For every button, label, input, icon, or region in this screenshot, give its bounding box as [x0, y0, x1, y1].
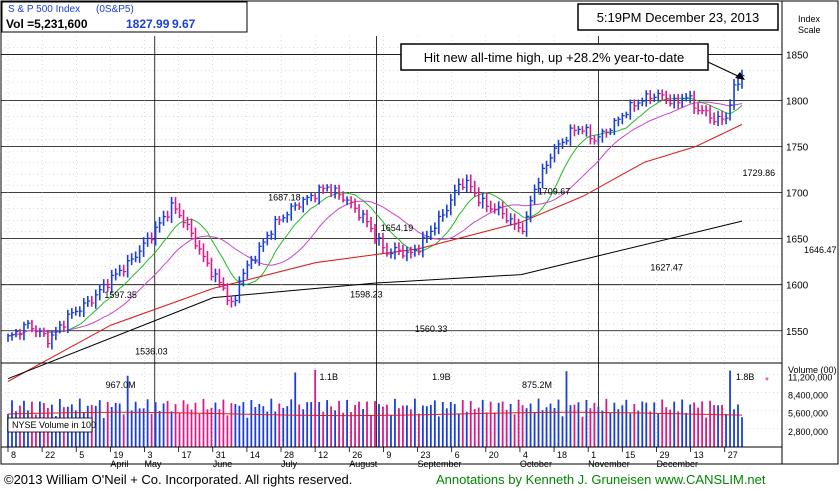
- volume-tick-label: 8,400,000: [788, 391, 828, 401]
- volume-axis-title: Volume (00): [788, 365, 837, 375]
- x-tick-label: 22: [45, 450, 55, 460]
- price-annotation: 1536.03: [135, 347, 168, 357]
- x-month-label: December: [656, 459, 698, 469]
- x-month-label: October: [520, 459, 552, 469]
- x-month-label: April: [110, 459, 128, 469]
- callout-text: Hit new all-time high, up +28.2% year-to…: [424, 50, 685, 65]
- x-tick-label: 14: [250, 450, 260, 460]
- x-tick-label: 31: [216, 450, 226, 460]
- x-tick-label: 5: [79, 450, 84, 460]
- price-tick-label: 1550: [786, 327, 809, 338]
- x-tick-label: 26: [352, 450, 362, 460]
- volume-tick-label: 2,800,000: [788, 427, 828, 437]
- moving-averages: [7, 97, 743, 382]
- x-tick-label: 1: [591, 450, 596, 460]
- price-change: 9.67: [172, 17, 196, 31]
- volume-marker-asterisk: *: [765, 376, 769, 387]
- scale-label-index: Index: [798, 14, 821, 24]
- ma-short-line: [7, 97, 743, 337]
- price-annotation: 1646.47: [804, 245, 837, 255]
- price-annotation: 1729.86: [743, 168, 776, 178]
- volume-annotation: 1.1B: [320, 372, 339, 382]
- price-tick-label: 1750: [786, 143, 809, 154]
- x-tick-label: 29: [659, 450, 669, 460]
- volume-annotation: 875.2M: [522, 380, 552, 390]
- x-tick-label: 9: [386, 450, 391, 460]
- ma-mid-line: [7, 101, 743, 337]
- x-month-label: November: [588, 459, 630, 469]
- x-tick-label: 4: [523, 450, 528, 460]
- index-name: S & P 500 Index: [8, 4, 80, 15]
- x-tick-label: 23: [421, 450, 431, 460]
- x-tick-label: 8: [11, 450, 16, 460]
- volume-average-line: [7, 411, 743, 417]
- price-annotation: 1709.67: [538, 187, 571, 197]
- volume-legend-text: NYSE Volume in 100: [12, 420, 96, 430]
- relative-strength-line: [7, 220, 743, 380]
- x-tick-label: 20: [489, 450, 499, 460]
- callout-arrow: [707, 61, 743, 79]
- x-tick-label: 19: [113, 450, 123, 460]
- x-month-label: May: [145, 459, 163, 469]
- x-tick-label: 12: [318, 450, 328, 460]
- price-tick-label: 1650: [786, 235, 809, 246]
- last-price: 1827.99: [126, 17, 170, 31]
- x-tick-label: 15: [625, 450, 635, 460]
- volume-annotation: 1.8B: [736, 372, 755, 382]
- price-tick-label: 1600: [786, 281, 809, 292]
- price-annotation: 1654.19: [381, 223, 414, 233]
- x-tick-label: 18: [557, 450, 567, 460]
- volume-tick-label: 5,600,000: [788, 409, 828, 419]
- copyright: ©2013 William O'Neil + Co. Incorporated.…: [4, 472, 352, 487]
- volume-tick-label: 11,200,000: [788, 372, 832, 382]
- x-tick-label: 13: [694, 450, 704, 460]
- x-tick-label: 3: [148, 450, 153, 460]
- price-annotation: 1687.18: [268, 192, 301, 202]
- price-annotation: 1627.47: [650, 262, 683, 272]
- price-tick-label: 1850: [786, 50, 809, 61]
- x-month-label: June: [213, 459, 233, 469]
- volume-annotation: 967.0M: [106, 380, 136, 390]
- price-bars: [7, 69, 745, 350]
- x-month-label: September: [418, 459, 462, 469]
- annotation-credit: Annotations by Kenneth J. Gruneisen www.…: [436, 472, 766, 487]
- price-tick-label: 1800: [786, 96, 809, 107]
- volume-legend-box: [7, 417, 93, 433]
- price-annotation: 1597.35: [104, 290, 137, 300]
- timestamp: 5:19PM December 23, 2013: [597, 10, 760, 25]
- price-annotation: 1560.33: [415, 324, 448, 334]
- price-annotation: 1598.23: [350, 289, 383, 299]
- x-month-label: July: [281, 459, 298, 469]
- x-tick-label: 17: [182, 450, 192, 460]
- x-month-label: August: [349, 459, 378, 469]
- x-tick-label: 6: [455, 450, 460, 460]
- scale-label-scale: Scale: [798, 25, 821, 35]
- callout-arrowhead: [735, 72, 745, 80]
- ma-long-line: [7, 123, 743, 382]
- volume-readout: Vol =5,231,600: [6, 17, 88, 31]
- x-tick-label: 28: [284, 450, 294, 460]
- x-tick-label: 27: [728, 450, 738, 460]
- volume-annotation: 1.9B: [432, 372, 451, 382]
- callout-box: [400, 43, 709, 71]
- timestamp-box: [577, 3, 779, 31]
- price-tick-label: 1700: [786, 189, 809, 200]
- index-symbol: (0S&P5): [96, 4, 134, 15]
- header-box: [1, 1, 248, 33]
- chart-labels: 1550 1600 1650 1700 1750 1800 1850 11,200,000 8,…: [7, 50, 837, 469]
